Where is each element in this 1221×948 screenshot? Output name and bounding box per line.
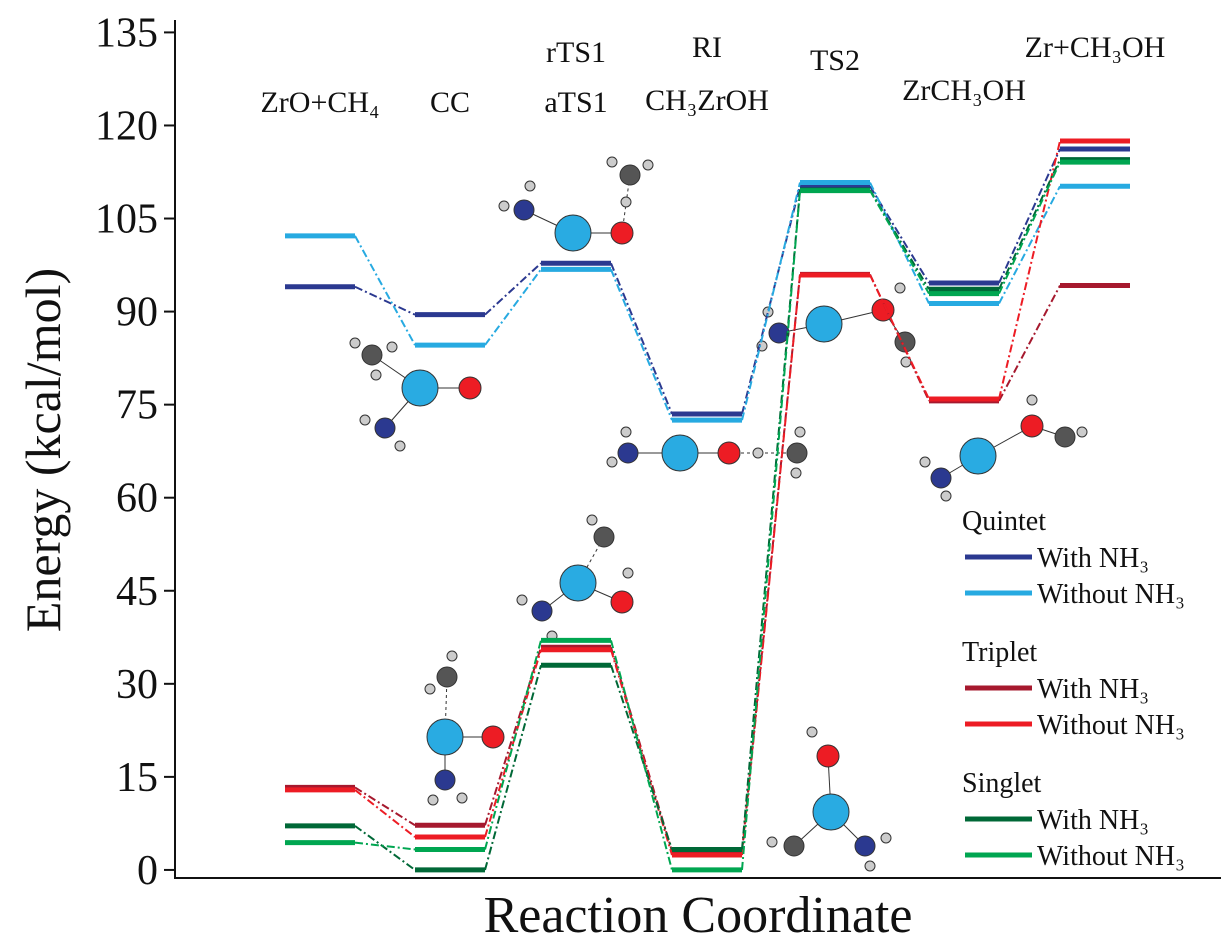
legend-label: With NH₃: [1037, 674, 1149, 705]
connector: [742, 191, 800, 870]
stage-label: rTS1: [546, 36, 606, 69]
connector: [999, 186, 1060, 303]
connector: [611, 640, 672, 870]
y-tick-label: 30: [116, 662, 158, 708]
legend-label: With NH₃: [1037, 543, 1149, 574]
legend-group: Triplet: [962, 637, 1037, 668]
stage-label: TS2: [810, 44, 860, 77]
stage-label: CH₃ZrOH: [645, 84, 769, 117]
chart: Energy (kcal/mol) Reaction Coordinate 0 1…: [0, 0, 1221, 943]
connector: [355, 236, 415, 345]
y-axis-label: Energy (kcal/mol): [15, 268, 71, 632]
connector: [999, 149, 1060, 283]
x-axis-label: Reaction Coordinate: [484, 887, 913, 943]
y-tick-label: 60: [116, 476, 158, 522]
y-tick-label: 90: [116, 290, 158, 336]
y-tick-label: 15: [116, 755, 158, 801]
connector: [870, 191, 929, 294]
connector: [485, 665, 541, 870]
y-tick-label: 105: [95, 197, 158, 243]
connector: [870, 275, 929, 399]
y-tick-label: 45: [116, 569, 158, 615]
stage-label: ZrO+CH₄: [260, 86, 379, 119]
legend-label: Without NH₃: [1037, 710, 1185, 741]
stage-label: RI: [692, 31, 722, 64]
legend-label: Without NH₃: [1037, 841, 1185, 872]
connector: [611, 263, 672, 414]
y-tick-label: 75: [116, 383, 158, 429]
legend-label: Without NH₃: [1037, 579, 1185, 610]
y-tick-label: 135: [95, 10, 158, 56]
stage-label: aTS1: [544, 86, 607, 119]
connector: [999, 286, 1060, 401]
stage-label: CC: [430, 86, 470, 119]
y-tick-label: 120: [95, 103, 158, 149]
stage-label: ZrCH₃OH: [902, 74, 1026, 107]
y-tick-label: 0: [137, 848, 158, 894]
connector: [485, 263, 541, 314]
connector: [611, 269, 672, 420]
connector: [355, 787, 415, 825]
legend-label: With NH₃: [1037, 805, 1149, 836]
connector: [611, 665, 672, 849]
connector: [355, 790, 415, 837]
stage-label: Zr+CH₃OH: [1025, 31, 1166, 64]
legend-group: Quintet: [962, 506, 1046, 537]
legend-group: Singlet: [962, 768, 1042, 799]
connector: [355, 287, 415, 315]
